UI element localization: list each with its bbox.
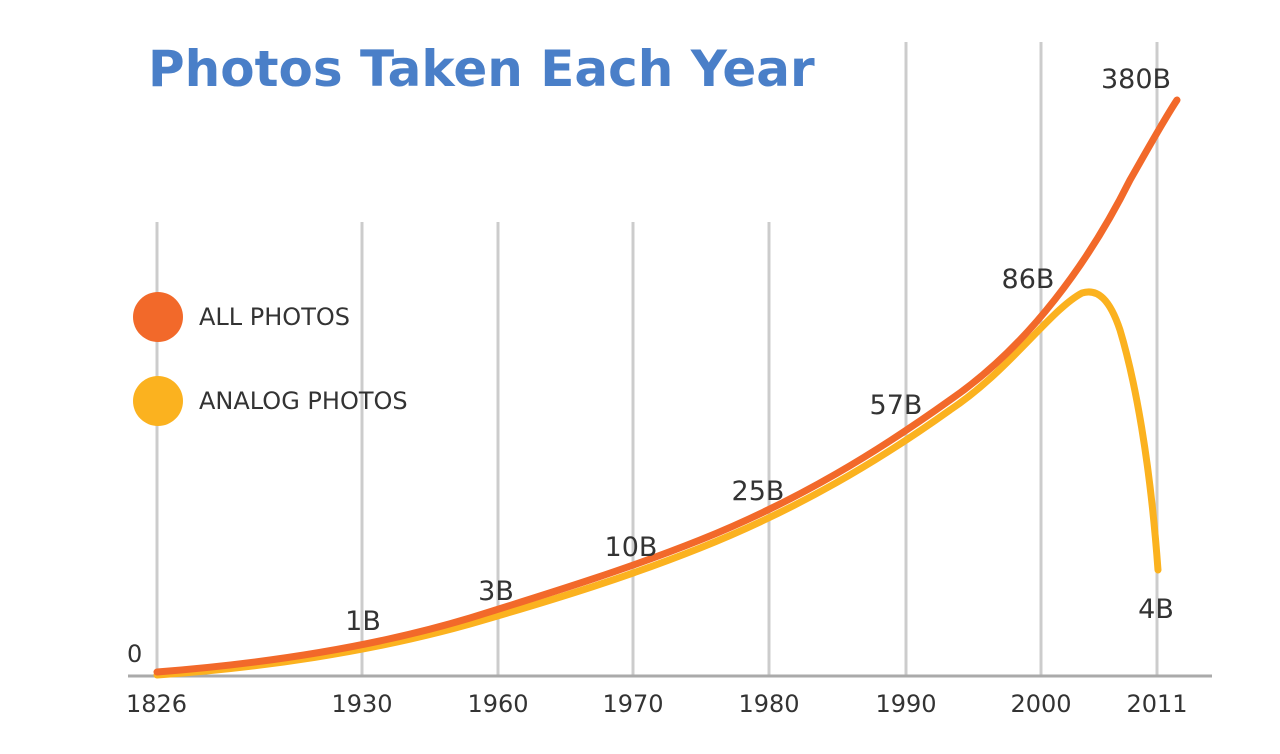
x-tick-label-1970: 1970 bbox=[602, 690, 663, 718]
legend-item-analog-photos: ANALOG PHOTOS bbox=[133, 376, 408, 426]
data-label-analog-photos-2011: 4B bbox=[1138, 594, 1174, 625]
data-label-all-photos-2000: 86B bbox=[1002, 264, 1055, 295]
legend-swatch-all-photos bbox=[133, 292, 183, 342]
legend-swatch-analog-photos bbox=[133, 376, 183, 426]
legend-label-analog-photos: ANALOG PHOTOS bbox=[199, 387, 408, 415]
x-tick-label-1930: 1930 bbox=[331, 690, 392, 718]
data-label-all-photos-1930: 1B bbox=[345, 606, 381, 637]
x-tick-label-1826: 1826 bbox=[126, 690, 187, 718]
x-tick-label-1980: 1980 bbox=[738, 690, 799, 718]
series-line-all-photos bbox=[153, 96, 1181, 676]
legend-item-all-photos: ALL PHOTOS bbox=[133, 292, 408, 342]
legend: ALL PHOTOS ANALOG PHOTOS bbox=[133, 292, 408, 460]
data-label-all-photos-1980: 25B bbox=[732, 476, 785, 507]
x-axis: 1826 1930 1960 1970 1980 1990 2000 2011 0 bbox=[126, 640, 1212, 718]
data-label-all-photos-1990: 57B bbox=[870, 390, 923, 421]
x-tick-label-1960: 1960 bbox=[467, 690, 528, 718]
data-labels: 1B 3B 10B 25B 57B 86B 380B 4B bbox=[345, 64, 1174, 637]
series-line-analog-photos bbox=[153, 288, 1162, 679]
data-label-all-photos-2011: 380B bbox=[1101, 64, 1171, 95]
data-label-all-photos-1970: 10B bbox=[605, 532, 658, 563]
series-lines bbox=[153, 96, 1181, 679]
data-label-all-photos-1960: 3B bbox=[478, 576, 514, 607]
y-zero-label: 0 bbox=[127, 640, 142, 668]
chart-title: Photos Taken Each Year bbox=[148, 40, 815, 98]
x-tick-label-1990: 1990 bbox=[875, 690, 936, 718]
legend-label-all-photos: ALL PHOTOS bbox=[199, 303, 350, 331]
x-tick-label-2011: 2011 bbox=[1126, 690, 1187, 718]
x-tick-label-2000: 2000 bbox=[1010, 690, 1071, 718]
